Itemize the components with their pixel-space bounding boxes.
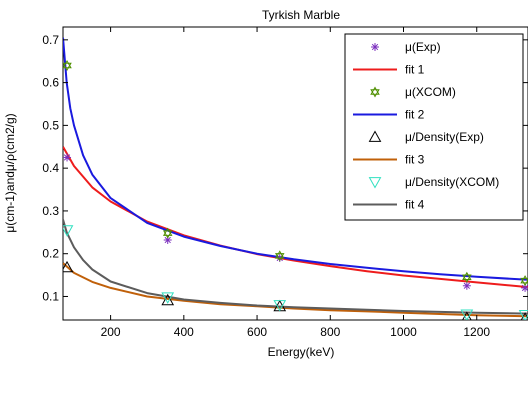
x-tick-label: 600 — [247, 325, 267, 339]
data-point — [63, 225, 74, 237]
data-point — [161, 293, 175, 306]
data-point — [520, 275, 528, 287]
legend-label: fit 2 — [405, 108, 425, 122]
x-tick-label: 1000 — [390, 325, 417, 339]
legend-label: μ(XCOM) — [405, 85, 456, 99]
x-tick-label: 200 — [101, 325, 121, 339]
x-tick-label: 400 — [174, 325, 194, 339]
data-point — [274, 250, 285, 262]
data-point — [462, 281, 471, 290]
legend-entry: μ/Density(Exp) — [368, 130, 484, 144]
legend-entry: μ(XCOM) — [370, 85, 456, 99]
legend-label: μ(Exp) — [405, 40, 441, 54]
legend-entry: μ(Exp) — [371, 40, 441, 54]
y-tick-label: 0.5 — [42, 118, 59, 132]
series-markers-2 — [63, 59, 528, 287]
data-point — [162, 227, 173, 239]
legend-entry: μ/Density(XCOM) — [368, 175, 499, 189]
data-point — [161, 292, 175, 304]
series-line-fit-4 — [63, 219, 528, 315]
y-tick-label: 0.4 — [42, 161, 59, 175]
data-point — [460, 309, 474, 320]
data-point — [63, 59, 72, 72]
series-line-fit-2 — [63, 37, 528, 281]
data-point — [273, 300, 287, 312]
legend-entry: fit 3 — [353, 153, 425, 167]
legend-box — [344, 33, 524, 221]
x-axis-label: Energy(keV) — [268, 345, 335, 359]
x-tick-label: 800 — [320, 325, 340, 339]
data-point — [63, 153, 72, 162]
y-tick-label: 0.3 — [42, 204, 59, 218]
legend: μ(Exp) fit 1 μ(XCOM) fit 2 μ/Density(Exp) fit… — [344, 33, 524, 221]
legend-entry: fit 2 — [353, 108, 425, 122]
y-tick-label: 0.1 — [42, 289, 59, 303]
legend-entry: fit 1 — [353, 63, 425, 77]
y-axis-label: μ(cm-1)andμ/ρ(cm2/g) — [3, 113, 17, 232]
legend-label: fit 4 — [405, 198, 425, 212]
x-tick-label: 1200 — [463, 325, 490, 339]
legend-swatch — [370, 86, 380, 98]
legend-label: fit 3 — [405, 153, 425, 167]
legend-label: μ/Density(Exp) — [405, 130, 484, 144]
data-point — [63, 260, 74, 273]
y-tick-label: 0.2 — [42, 247, 59, 261]
legend-swatch — [371, 43, 379, 51]
data-point — [462, 311, 472, 320]
chart-title: Tyrkish Marble — [262, 8, 340, 22]
plot-area — [63, 37, 528, 320]
legend-entry: fit 4 — [353, 198, 425, 212]
data-point — [462, 271, 472, 283]
legend-swatch — [368, 177, 382, 189]
y-tick-label: 0.6 — [42, 76, 59, 90]
legend-swatch — [368, 130, 382, 142]
series-markers-4 — [63, 225, 528, 320]
legend-label: μ/Density(XCOM) — [405, 175, 499, 189]
y-tick-label: 0.7 — [42, 33, 59, 47]
legend-label: fit 1 — [405, 63, 425, 77]
